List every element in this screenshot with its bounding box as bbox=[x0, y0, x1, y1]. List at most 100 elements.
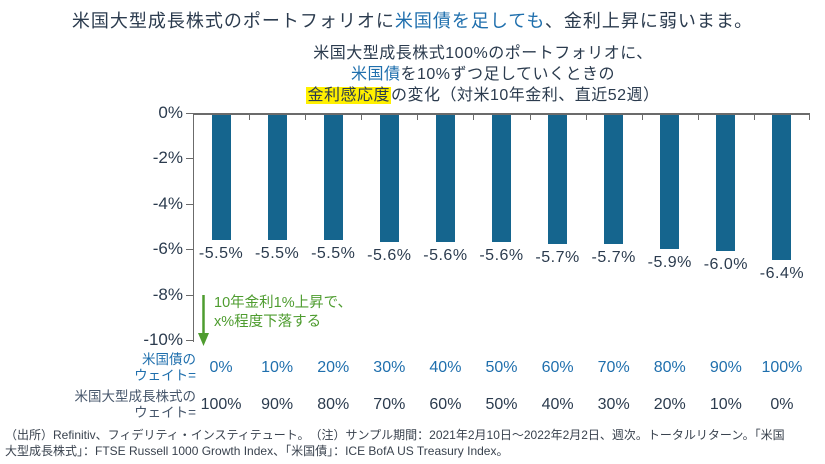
equity-weight-value: 60% bbox=[429, 396, 462, 413]
page-title: 米国大型成長株式のポートフォリオに米国債を足しても、金利上昇に弱いまま。 bbox=[0, 7, 825, 33]
bar-value-label: -5.5% bbox=[198, 244, 244, 262]
bar-value-label: -5.7% bbox=[535, 249, 580, 267]
x-axis-tick bbox=[641, 115, 643, 120]
x-axis-tick bbox=[473, 115, 475, 120]
bar-value-label: -5.7% bbox=[591, 249, 636, 267]
chart-title: 米国大型成長株式100%のポートフォリオに、 米国債を10%ずつ足していくときの… bbox=[150, 43, 816, 106]
bond-weight-value: 20% bbox=[317, 359, 350, 376]
equity-weight-values-row: 100% 90% 80% 70% 60% 50% 40% 30% 20% 10% 0% bbox=[193, 389, 810, 421]
bond-weight-row-label: 米国債の ウェイト= bbox=[0, 352, 196, 384]
bond-weight-value: 10% bbox=[261, 359, 294, 376]
bar-value-label: -5.9% bbox=[647, 253, 692, 271]
x-axis-tick bbox=[753, 115, 755, 120]
annotation-text: 10年金利1%上昇で、 x%程度下落する bbox=[214, 294, 352, 332]
bond-weight-value: 0% bbox=[209, 359, 233, 376]
y-axis-line bbox=[193, 113, 194, 342]
source-note: （出所）Refinitiv、フィデリティ・インスティテュート。 （注）サンプル期… bbox=[5, 428, 821, 459]
bond-weight-value: 60% bbox=[541, 359, 574, 376]
bar bbox=[716, 115, 736, 252]
page-title-accent: 米国債を足しても bbox=[394, 11, 545, 31]
x-axis-tick bbox=[809, 115, 810, 120]
bar bbox=[660, 115, 680, 249]
y-axis-tick bbox=[186, 249, 193, 251]
source-note-line1: （出所）Refinitiv、フィデリティ・インスティテュート。 （注）サンプル期… bbox=[5, 428, 785, 442]
chart-title-line3: 金利感応度の変化（対米10年金利、直近52週） bbox=[150, 85, 816, 106]
bar bbox=[435, 115, 455, 243]
chart-title-line2: 米国債を10%ずつ足していくときの bbox=[150, 64, 816, 85]
bar-value-label: -5.5% bbox=[254, 244, 300, 262]
x-axis-tick bbox=[249, 115, 251, 120]
equity-weight-row-label-line2: ウェイト= bbox=[134, 405, 196, 420]
x-axis-tick bbox=[193, 115, 194, 120]
chart-title-line1: 米国大型成長株式100%のポートフォリオに、 bbox=[150, 43, 816, 64]
bond-weight-value: 100% bbox=[761, 359, 803, 376]
bar-value-label: -6.4% bbox=[759, 265, 805, 283]
bond-weight-value: 30% bbox=[373, 359, 406, 376]
equity-weight-row-label: 米国大型成長株式の ウェイト= bbox=[0, 389, 197, 421]
bond-weight-values-row: 0% 10% 20% 30% 40% 50% 60% 70% 80% 90% 100% bbox=[193, 352, 810, 384]
chart-title-line2-rest: を10%ずつ足していくときの bbox=[400, 66, 616, 83]
chart-title-line1-text: 米国大型成長株式100%のポートフォリオに、 bbox=[313, 45, 653, 62]
x-axis-tick bbox=[529, 115, 531, 120]
x-axis-line bbox=[193, 113, 810, 115]
y-axis-tick-label: 0% bbox=[158, 103, 183, 122]
bar bbox=[604, 115, 624, 245]
page-title-pre: 米国大型成長株式のポートフォリオに bbox=[71, 11, 395, 31]
chart-title-line3-highlight: 金利感応度 bbox=[306, 87, 391, 104]
bar bbox=[772, 115, 792, 261]
annotation-line2: x%程度下落する bbox=[214, 314, 322, 330]
page-title-post: 、金利上昇に弱いまま。 bbox=[544, 11, 754, 31]
bar bbox=[323, 115, 343, 240]
equity-weight-value: 70% bbox=[373, 396, 406, 413]
bond-weight-value: 40% bbox=[429, 359, 462, 376]
y-axis-tick bbox=[186, 158, 193, 160]
bar-value-label: -5.6% bbox=[423, 247, 468, 265]
bar bbox=[492, 115, 511, 243]
bar bbox=[267, 115, 287, 240]
bond-weight-value: 50% bbox=[485, 359, 518, 376]
equity-weight-value: 40% bbox=[541, 396, 574, 413]
bar-value-label: -5.6% bbox=[367, 247, 412, 265]
y-axis-tick bbox=[186, 340, 193, 341]
y-axis-tick-label: -10% bbox=[143, 330, 183, 349]
x-axis-tick bbox=[361, 115, 363, 120]
rate-sensitivity-annotation: 10年金利1%上昇で、 x%程度下落する bbox=[197, 294, 352, 347]
x-axis-tick bbox=[585, 115, 587, 120]
bar bbox=[548, 115, 568, 245]
bond-weight-value: 80% bbox=[653, 359, 686, 376]
y-axis-tick-label: -8% bbox=[152, 284, 183, 304]
y-axis-tick-label: -6% bbox=[152, 239, 183, 259]
equity-weight-value: 50% bbox=[485, 396, 518, 413]
bond-weight-row-label-line2: ウェイト= bbox=[134, 368, 196, 383]
source-note-line2: 大型成長株式」：FTSE Russell 1000 Growth Index、「… bbox=[5, 443, 509, 458]
bar-value-label: -5.6% bbox=[479, 247, 524, 265]
bond-weight-value: 70% bbox=[597, 359, 630, 376]
x-axis-tick bbox=[697, 115, 699, 120]
annotation-line1: 10年金利1%上昇で、 bbox=[214, 295, 353, 311]
x-axis-tick bbox=[417, 115, 419, 120]
bar bbox=[211, 115, 231, 240]
equity-weight-value: 80% bbox=[317, 396, 350, 413]
chart-title-line2-accent: 米国債 bbox=[350, 66, 401, 83]
y-axis-tick-label: -4% bbox=[152, 193, 183, 213]
equity-weight-value: 30% bbox=[597, 396, 630, 413]
equity-weight-value: 90% bbox=[261, 396, 294, 413]
equity-weight-row-label-line1: 米国大型成長株式の bbox=[74, 389, 197, 404]
equity-weight-value: 100% bbox=[200, 396, 242, 413]
bond-weight-value: 90% bbox=[709, 359, 742, 376]
bar-value-label: -6.0% bbox=[703, 256, 748, 274]
equity-weight-value: 0% bbox=[770, 396, 794, 413]
bar bbox=[379, 115, 399, 243]
plot-area: 0% -2% -4% -6% -8% -10% -5.5% -5.5% -5.5% -5.6% -5… bbox=[143, 103, 810, 349]
x-axis-tick bbox=[305, 115, 307, 120]
down-arrow-icon bbox=[198, 295, 209, 346]
y-axis-tick bbox=[186, 113, 193, 114]
y-axis-tick-label: -2% bbox=[152, 148, 183, 168]
bar-value-label: -5.5% bbox=[311, 244, 356, 262]
y-axis-tick bbox=[186, 203, 193, 205]
equity-weight-value: 10% bbox=[709, 396, 742, 413]
y-axis-tick bbox=[186, 294, 193, 296]
bond-weight-row-label-line1: 米国債の bbox=[142, 352, 196, 367]
chart-title-line3-rest: の変化（対米10年金利、直近52週） bbox=[390, 87, 660, 104]
